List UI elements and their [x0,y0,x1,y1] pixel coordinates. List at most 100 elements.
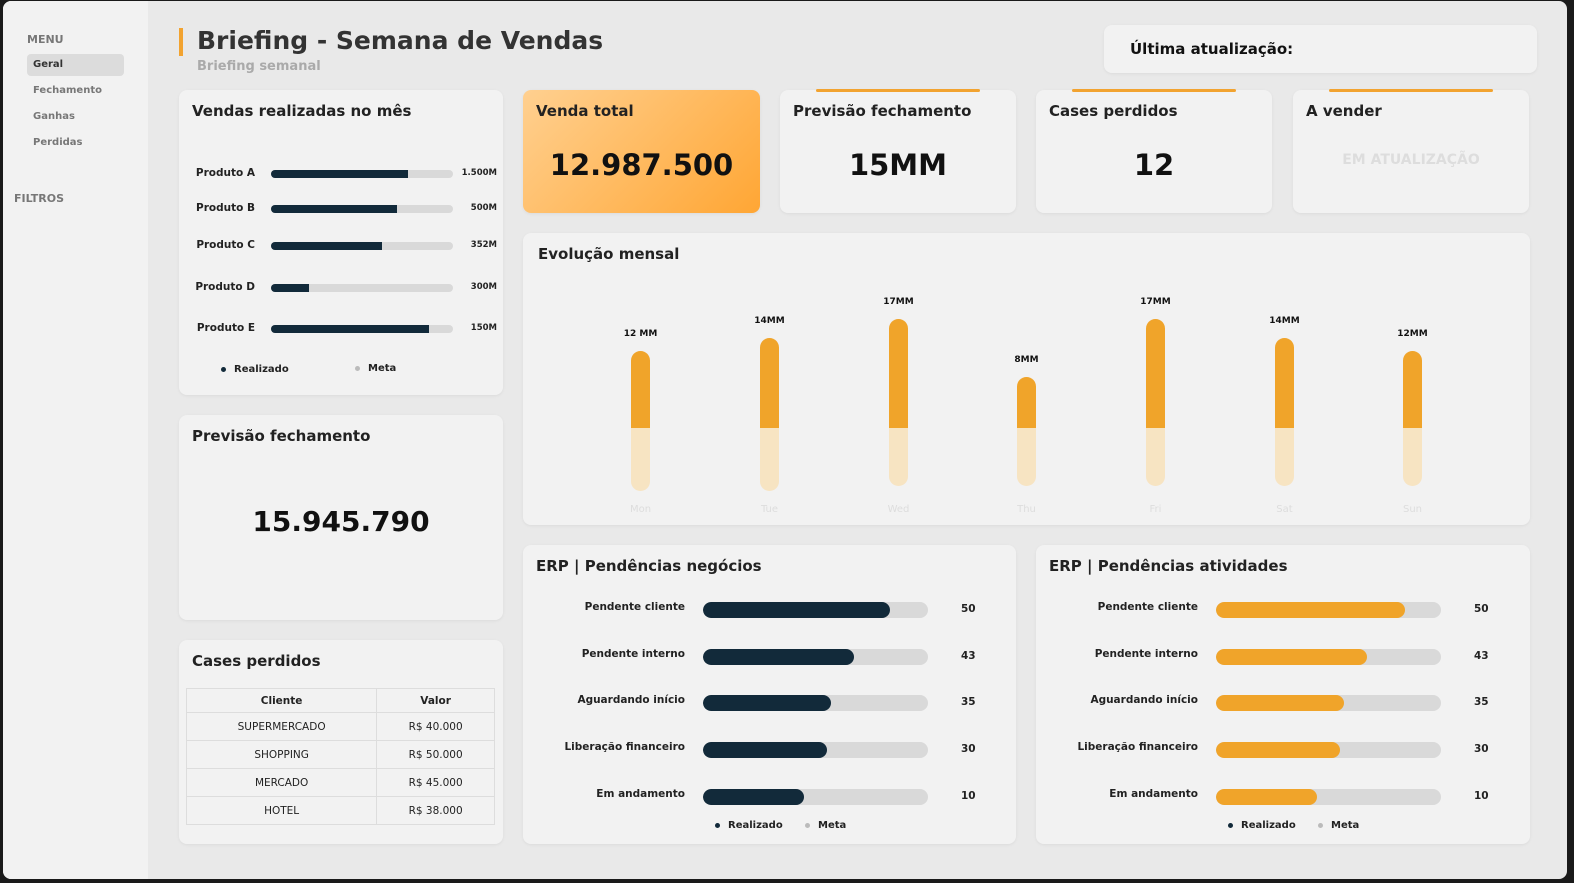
erp-track [703,742,928,758]
filters-heading[interactable]: FILTROS [14,192,65,205]
evolucao-mensal-card: Evolução mensal 12 MM Mon 14MM Tue 17MM Wed 8M… [523,233,1530,525]
erp-label: Liberação financeiro [1077,741,1198,753]
bar-row: Produto A 1.500M [179,167,503,181]
erp-value: 43 [1474,650,1489,662]
bar-data-label: 17MM [883,297,914,308]
legend-dot [355,365,360,371]
table-cell: SHOPPING [185,740,378,769]
col-header: Cliente [185,688,378,713]
col-header: Valor [376,688,495,713]
bar-row: Produto D 300M [179,281,503,295]
erp-fill [703,602,890,618]
card-title: Previsão fechamento [192,427,371,445]
erp-fill [703,695,832,711]
erp-value: 35 [1474,696,1489,708]
bar-row: Produto B 500M [179,202,503,216]
bar-data-label: 12 MM [623,329,658,340]
legend-label: Realizado [234,364,289,375]
kpi-previsao: Previsão fechamento 15MM [780,89,1016,213]
legend-label: Meta [368,363,397,374]
legend-dot [715,822,720,828]
sidebar-item-geral[interactable]: Geral [27,54,124,76]
bar-tue [760,338,779,428]
erp-label: Pendente cliente [584,601,685,613]
erp-row: Em andamento 10 [1036,788,1530,805]
sidebar-item-perdidas[interactable]: Perdidas [33,137,83,148]
erp-value: 35 [961,696,976,708]
bar-label: Produto C [196,239,255,251]
kpi-value: 12.987.500 [549,148,734,182]
legend-realizado: Realizado [221,364,289,375]
last-update-label: Última atualização: [1130,40,1294,58]
table-cell: MERCADO [185,768,378,797]
bar-row: Produto C 352M [179,239,503,253]
kpi-value: 12 [1133,148,1175,182]
erp-track [1216,695,1441,711]
sidebar: MENU Geral Fechamento Ganhas Perdidas FI… [3,1,148,879]
sidebar-item-ganhas[interactable]: Ganhas [33,111,75,122]
legend-realizado: Realizado [1228,820,1296,831]
kpi-venda-total: Venda total 12.987.500 [523,90,760,213]
x-tick-label: Fri [1149,504,1162,515]
erp-value: 10 [961,790,976,802]
cases-perdidos-card: Cases perdidos Cliente Valor SUPERMERCADO… [179,640,503,844]
erp-fill [703,649,854,665]
x-tick-label: Tue [760,504,779,515]
bar-value: 300M [470,282,497,292]
x-tick-label: Mon [629,504,652,515]
bar-label: Produto B [196,202,255,214]
legend-dot [805,822,810,828]
erp-label: Em andamento [596,788,685,800]
bar-sun [1403,351,1422,428]
bar-meta-wed [889,428,908,486]
erp-track [1216,649,1441,665]
legend-label: Realizado [728,820,783,831]
table-cell: HOTEL [185,796,378,825]
legend-label: Realizado [1241,820,1296,831]
x-tick-label: Thu [1017,504,1036,515]
page-title: Briefing - Semana de Vendas [197,26,604,55]
bar-fri [1146,319,1165,428]
sidebar-item-fechamento[interactable]: Fechamento [33,85,102,96]
erp-row: Liberação financeiro 30 [1036,741,1530,758]
dashboard-window: MENU Geral Fechamento Ganhas Perdidas FI… [3,1,1567,879]
erp-fill [1216,742,1340,758]
bar-value: 500M [470,203,497,213]
card-title: ERP | Pendências negócios [536,557,762,575]
erp-track [703,789,928,805]
erp-track [703,695,928,711]
erp-row: Em andamento 10 [523,788,1016,805]
bar-meta-tue [760,428,779,491]
last-update-card: Última atualização: [1104,25,1537,73]
card-accent [1329,89,1493,92]
erp-fill [1216,649,1367,665]
bar-value: 352M [470,240,497,250]
kpi-a-vender: A vender EM ATUALIZAÇÃO [1293,89,1529,213]
erp-value: 50 [961,603,976,615]
bar-data-label: 12MM [1397,329,1428,340]
bar-data-label: 14MM [754,316,785,327]
table-row: MERCADO R$ 45.000 [185,768,495,797]
kpi-value: EM ATUALIZAÇÃO [1342,152,1480,168]
bar-meta-sat [1275,428,1294,486]
kpi-title: Cases perdidos [1049,102,1178,120]
erp-fill [1216,789,1318,805]
erp-track [703,649,928,665]
erp-value: 50 [1474,603,1489,615]
bar-fill [271,325,430,333]
erp-row: Pendente interno 43 [1036,648,1530,665]
legend-meta: Meta [355,363,396,374]
card-title: Vendas realizadas no mês [192,102,412,120]
cases-table: Cliente Valor SUPERMERCADO R$ 40.000 SHOPPI… [185,688,495,825]
bar-mon [631,351,650,428]
kpi-title: Previsão fechamento [793,102,972,120]
erp-label: Pendente interno [1094,648,1198,660]
legend-meta: Meta [1318,820,1359,831]
bar-track [271,325,453,333]
legend-dot [221,366,226,372]
bar-label: Produto E [196,322,255,334]
card-title: Cases perdidos [192,652,321,670]
kpi-title: A vender [1306,102,1382,120]
x-tick-label: Sun [1402,504,1423,515]
x-tick-label: Sat [1276,504,1293,515]
